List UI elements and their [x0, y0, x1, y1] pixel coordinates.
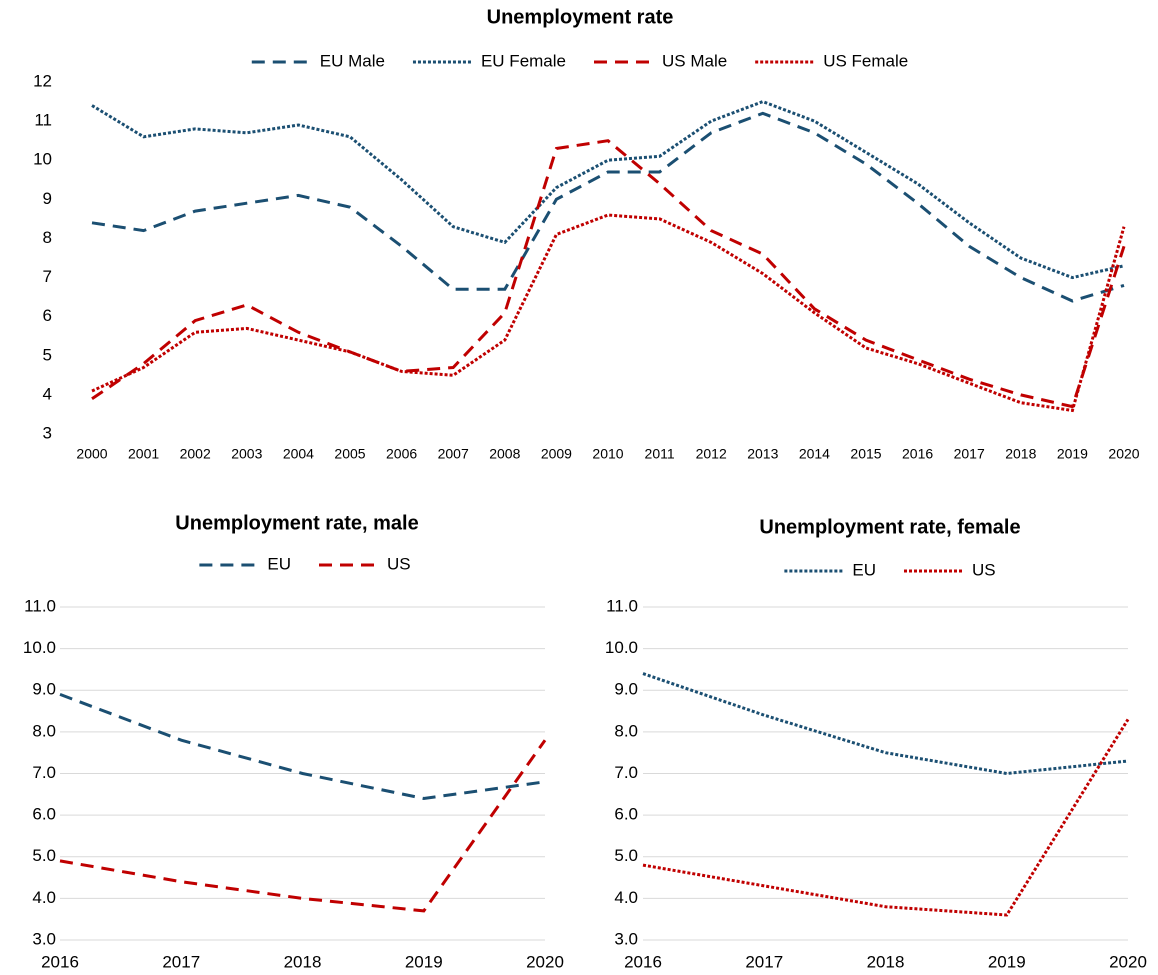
y-tick-label: 9.0 [32, 680, 56, 699]
y-tick-label: 8 [43, 228, 52, 247]
legend-label: US Female [823, 51, 908, 70]
legend-label: EU Male [320, 51, 385, 70]
x-tick-label: 2015 [850, 446, 881, 462]
x-tick-label: 2003 [231, 446, 262, 462]
y-tick-label: 11.0 [24, 596, 56, 615]
legend-label: US [972, 560, 996, 579]
y-tick-label: 6 [43, 306, 52, 325]
y-tick-label: 5 [43, 345, 52, 364]
series-line [642, 718, 1130, 917]
series-line [59, 692, 546, 801]
series-line [642, 672, 1129, 776]
x-tick-label: 2007 [438, 446, 469, 462]
x-tick-label: 2000 [76, 446, 107, 462]
legend-label: US [387, 554, 411, 573]
y-tick-label: 7.0 [32, 763, 56, 782]
y-tick-label: 10 [33, 150, 52, 169]
y-tick-label: 6.0 [32, 805, 56, 824]
series-line [91, 139, 1126, 409]
y-tick-label: 4.0 [32, 888, 56, 907]
x-tick-label: 2018 [284, 952, 322, 971]
x-tick-label: 2008 [489, 446, 520, 462]
x-tick-label: 2018 [1005, 446, 1036, 462]
x-tick-label: 2019 [988, 952, 1026, 971]
y-tick-label: 4.0 [614, 888, 638, 907]
x-tick-label: 2002 [180, 446, 211, 462]
chart-title: Unemployment rate [487, 6, 674, 28]
series-line [91, 111, 1125, 303]
y-tick-label: 12 [33, 71, 52, 90]
chart-title: Unemployment rate, male [175, 512, 418, 534]
x-tick-label: 2009 [541, 446, 572, 462]
x-tick-label: 2012 [696, 446, 727, 462]
x-tick-label: 2019 [1057, 446, 1088, 462]
y-tick-label: 7 [43, 267, 52, 286]
y-tick-label: 3 [43, 423, 52, 442]
x-tick-label: 2019 [405, 952, 443, 971]
x-tick-label: 2016 [624, 952, 662, 971]
x-tick-label: 2010 [592, 446, 623, 462]
series-line [91, 99, 1125, 280]
legend-label: EU Female [481, 51, 566, 70]
legend-label: US Male [662, 51, 727, 70]
x-tick-label: 2001 [128, 446, 159, 462]
x-tick-label: 2018 [867, 952, 905, 971]
legend-label: EU [852, 560, 876, 579]
x-tick-label: 2020 [526, 952, 564, 971]
x-tick-label: 2017 [162, 952, 200, 971]
y-tick-label: 5.0 [32, 846, 56, 865]
x-tick-label: 2011 [645, 446, 675, 462]
x-tick-label: 2014 [799, 446, 830, 462]
y-tick-label: 4 [43, 384, 52, 403]
x-tick-label: 2016 [41, 952, 79, 971]
y-tick-label: 10.0 [23, 638, 56, 657]
y-tick-label: 3.0 [614, 929, 638, 948]
x-tick-label: 2017 [745, 952, 783, 971]
y-tick-label: 10.0 [605, 638, 638, 657]
series-line [59, 739, 547, 913]
x-tick-label: 2013 [747, 446, 778, 462]
series-line [91, 213, 1126, 413]
x-tick-label: 2016 [902, 446, 933, 462]
y-tick-label: 9.0 [614, 680, 638, 699]
x-tick-label: 2020 [1108, 446, 1139, 462]
y-tick-label: 11.0 [606, 596, 638, 615]
x-tick-label: 2017 [954, 446, 985, 462]
y-tick-label: 11 [34, 111, 52, 130]
y-tick-label: 9 [43, 189, 52, 208]
x-tick-label: 2020 [1109, 952, 1147, 971]
y-tick-label: 5.0 [614, 846, 638, 865]
legend-label: EU [267, 554, 291, 573]
y-tick-label: 6.0 [614, 805, 638, 824]
x-tick-label: 2006 [386, 446, 417, 462]
x-tick-label: 2005 [334, 446, 365, 462]
chart-title: Unemployment rate, female [759, 516, 1020, 538]
y-tick-label: 8.0 [32, 721, 56, 740]
x-tick-label: 2004 [283, 446, 314, 462]
y-tick-label: 3.0 [32, 929, 56, 948]
y-tick-label: 8.0 [614, 721, 638, 740]
y-tick-label: 7.0 [614, 763, 638, 782]
